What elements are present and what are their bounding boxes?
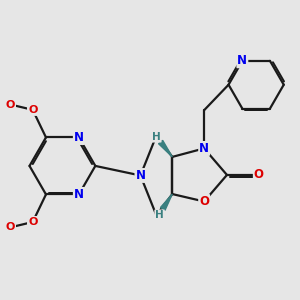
Text: O: O xyxy=(6,100,15,110)
Text: O: O xyxy=(6,222,15,232)
Text: O: O xyxy=(28,105,38,115)
Text: H: H xyxy=(155,210,164,220)
Text: O: O xyxy=(28,217,38,227)
Text: N: N xyxy=(199,142,209,155)
Polygon shape xyxy=(158,140,172,157)
Text: O: O xyxy=(254,168,264,182)
Text: N: N xyxy=(74,188,84,201)
Text: O: O xyxy=(199,195,209,208)
Text: N: N xyxy=(237,54,248,67)
Polygon shape xyxy=(160,194,172,210)
Text: N: N xyxy=(74,188,84,201)
Text: N: N xyxy=(74,131,84,144)
Text: N: N xyxy=(135,169,146,182)
Text: O: O xyxy=(28,217,38,227)
Text: H: H xyxy=(152,132,161,142)
Text: O: O xyxy=(6,222,15,232)
Text: O: O xyxy=(6,100,15,110)
Text: N: N xyxy=(74,131,84,144)
Text: O: O xyxy=(28,105,38,115)
